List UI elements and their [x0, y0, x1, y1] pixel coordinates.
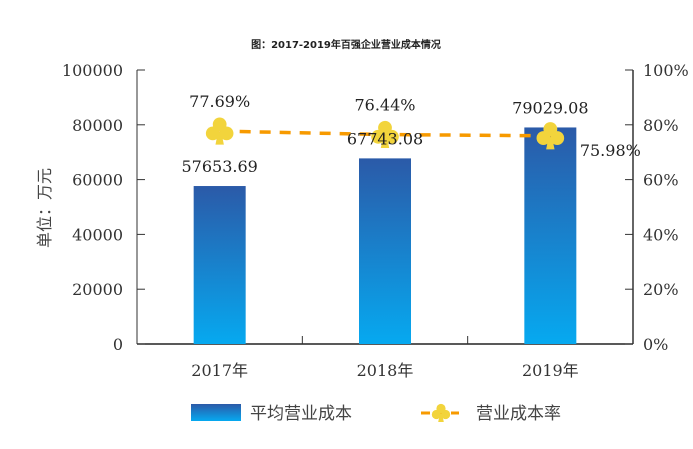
bar-data-label: 57653.69 — [181, 157, 257, 176]
y-tick-label: 60000 — [72, 171, 123, 190]
bar-data-label: 79029.08 — [512, 98, 588, 117]
bar — [359, 158, 411, 344]
y-tick-label: 20000 — [72, 280, 123, 299]
y2-tick-label: 20% — [643, 280, 679, 299]
club-icon — [205, 117, 234, 145]
line-data-label: 77.69% — [189, 92, 250, 111]
x-tick-label: 2018年 — [357, 361, 414, 380]
x-tick-label: 2019年 — [522, 361, 579, 380]
legend: 平均营业成本 营业成本率 — [191, 403, 561, 424]
line-data-label: 75.98% — [580, 141, 641, 160]
x-tick-label: 2017年 — [191, 361, 248, 380]
y2-tick-label: 0% — [643, 335, 668, 354]
y2-tick-label: 40% — [643, 225, 679, 244]
y2-tick-label: 60% — [643, 171, 679, 190]
legend-label-line: 营业成本率 — [476, 404, 561, 424]
y2-tick-label: 100% — [643, 61, 689, 80]
y-tick-label: 100000 — [62, 61, 123, 80]
y2-tick-label: 80% — [643, 116, 679, 135]
legend-swatch-bar — [191, 404, 241, 421]
y-tick-label: 0 — [113, 335, 123, 354]
line-data-label: 76.44% — [354, 96, 415, 115]
bar — [524, 127, 577, 344]
legend-label-bar: 平均营业成本 — [250, 404, 352, 424]
bar — [193, 186, 246, 344]
y-tick-label: 80000 — [72, 116, 123, 135]
y-tick-label: 40000 — [72, 225, 123, 244]
y-axis-label: 单位：万元 — [35, 168, 54, 248]
legend-club-icon — [431, 403, 451, 422]
bar-data-label: 67743.08 — [347, 129, 423, 148]
chart-title: 图：2017-2019年百强企业营业成本情况 — [251, 38, 441, 51]
